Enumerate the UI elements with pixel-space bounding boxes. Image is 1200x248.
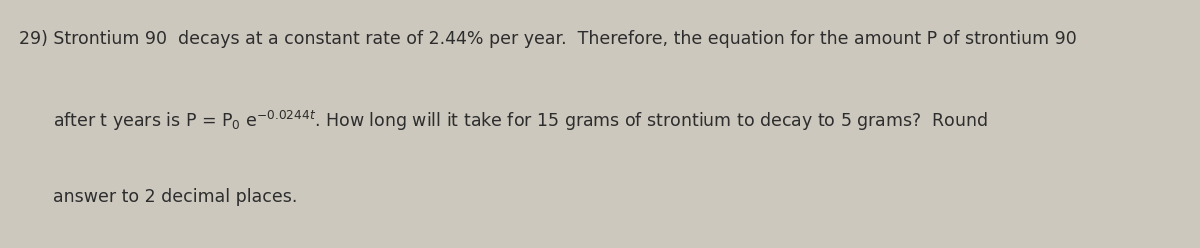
Text: 29) Strontium 90  decays at a constant rate of 2.44% per year.  Therefore, the e: 29) Strontium 90 decays at a constant ra… — [19, 30, 1076, 48]
Text: answer to 2 decimal places.: answer to 2 decimal places. — [53, 188, 298, 207]
Text: after t years is P = P$_0$ e$^{-0.0244t}$. How long will it take for 15 grams of: after t years is P = P$_0$ e$^{-0.0244t}… — [53, 109, 988, 133]
